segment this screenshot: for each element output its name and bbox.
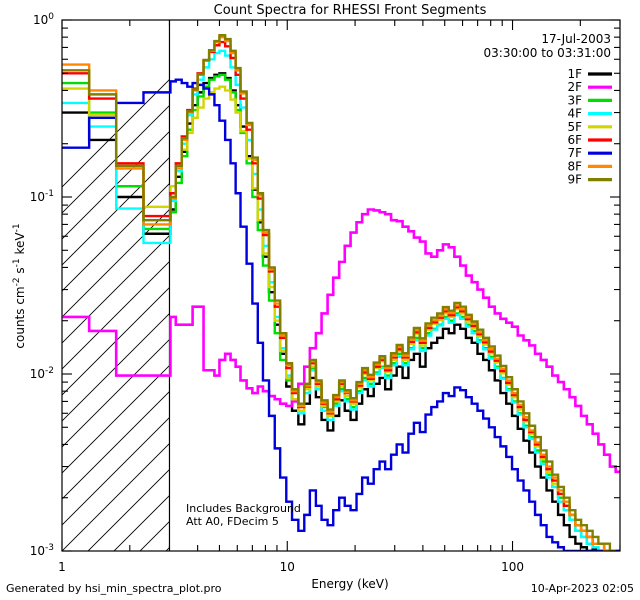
plot-frame: [61, 19, 621, 552]
ylabel-mid2: keV: [13, 232, 27, 259]
x-tick-label: 100: [501, 560, 524, 574]
legend-label-8F: 8F: [567, 159, 582, 173]
legend-label-9F: 9F: [567, 173, 582, 187]
x-tick-label: 10: [280, 560, 295, 574]
x-axis-label: Energy (keV): [311, 577, 388, 591]
series-7F: [62, 78, 620, 551]
series-2F: [62, 208, 620, 474]
legend-label-5F: 5F: [567, 120, 582, 134]
ylabel-base: counts cm: [13, 286, 27, 348]
x-tick-label: 1: [58, 560, 66, 574]
y-tick-label: 10-1: [30, 189, 54, 204]
x-axis-ticks: 1 10 100: [58, 20, 621, 574]
legend-date: 17-Jul-2003: [541, 32, 611, 46]
footer-generator: Generated by hsi_min_spectra_plot.pro: [6, 582, 222, 595]
spectra-curves: [62, 34, 620, 551]
ylabel-mid: s: [13, 267, 27, 277]
legend-label-3F: 3F: [567, 93, 582, 107]
footer-timestamp: 10-Apr-2023 02:05: [531, 582, 634, 595]
y-tick-label: 10-2: [30, 366, 54, 381]
y-tick-label: 100: [33, 12, 54, 27]
ylabel-exp2: -1: [12, 258, 22, 267]
y-axis-label: counts cm-2 s-1 keV-1: [12, 223, 27, 348]
y-axis-label-text: counts cm-2 s-1 keV-1: [12, 223, 27, 348]
legend-label-2F: 2F: [567, 80, 582, 94]
annotation-includes-background: Includes Background: [186, 502, 301, 515]
legend-label-1F: 1F: [567, 67, 582, 81]
ylabel-exp1: -2: [12, 277, 22, 286]
series-9F: [62, 34, 616, 551]
annotation-attenuator: Att A0, FDecim 5: [186, 515, 279, 528]
y-tick-label: 10-3: [30, 543, 54, 558]
legend-label-7F: 7F: [567, 146, 582, 160]
legend-time-range: 03:30:00 to 03:31:00: [484, 46, 611, 60]
legend-label-4F: 4F: [567, 107, 582, 121]
ylabel-exp3: -1: [12, 223, 22, 232]
y-axis-ticks: 10-3 10-2 10-1 100: [30, 12, 620, 558]
legend-label-6F: 6F: [567, 133, 582, 147]
page-title: Count Spectra for RHESSI Front Segments: [214, 3, 487, 18]
